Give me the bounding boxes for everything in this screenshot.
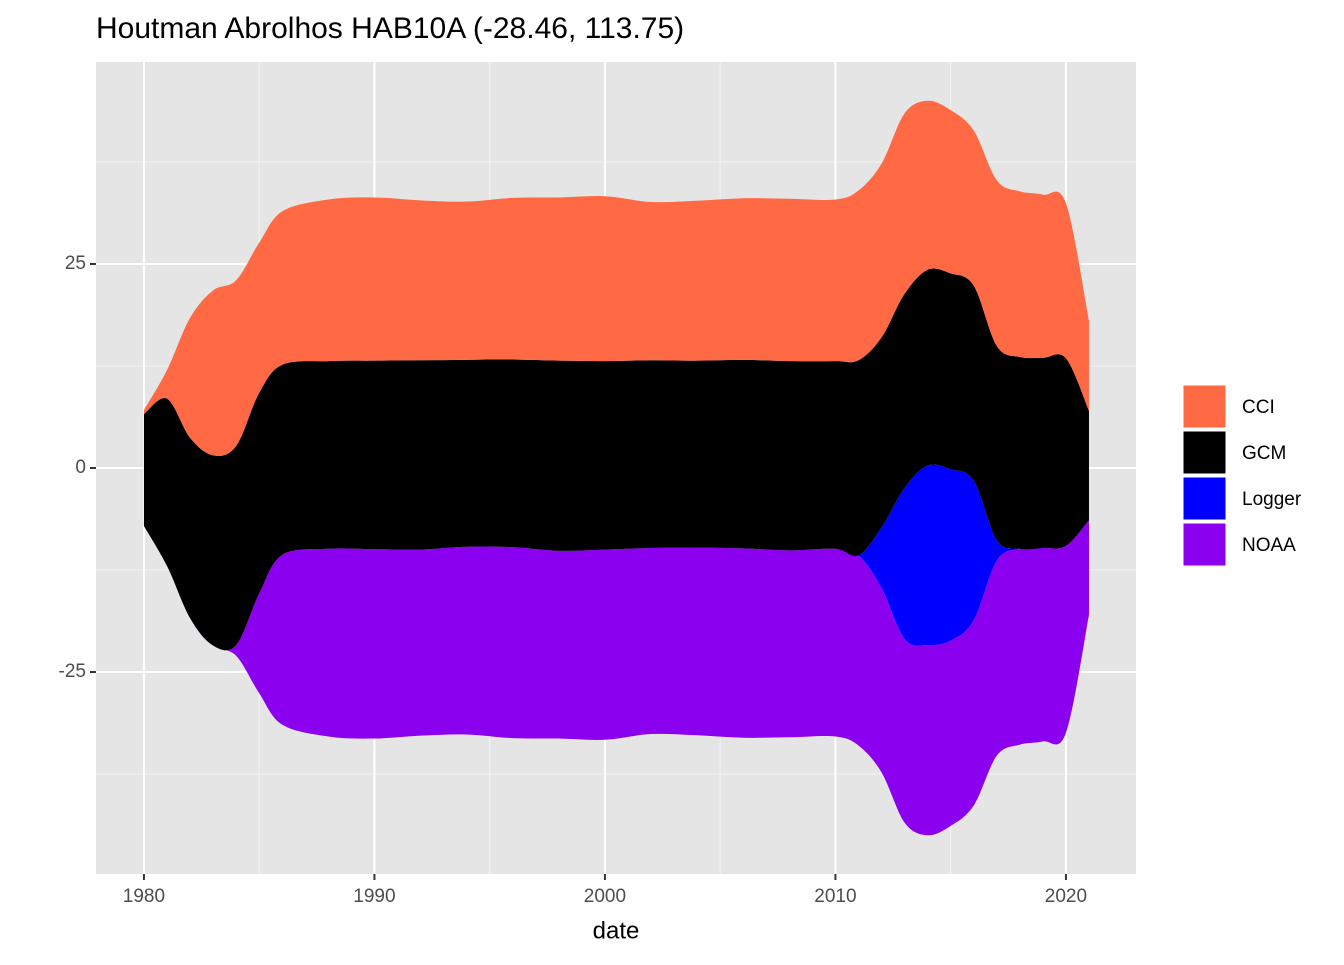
legend-label: GCM <box>1242 443 1286 464</box>
stream-area <box>143 520 1089 836</box>
legend-key <box>1182 522 1227 567</box>
legend-key <box>1182 384 1227 429</box>
x-tick-label: 1990 <box>353 886 395 907</box>
x-tick-label: 2000 <box>584 886 626 907</box>
chart-title: Houtman Abrolhos HAB10A (-28.46, 113.75) <box>96 12 684 45</box>
y-tick-label: -25 <box>59 661 86 682</box>
y-tick-label: 25 <box>65 253 86 274</box>
x-axis-label: date <box>593 917 640 944</box>
x-tick-label: 2020 <box>1045 886 1087 907</box>
legend-label: CCI <box>1242 397 1275 418</box>
legend-label: Logger <box>1242 489 1302 510</box>
stream-area <box>143 100 1089 456</box>
legend-label: NOAA <box>1242 535 1296 556</box>
legend-key <box>1182 430 1227 475</box>
legend-key <box>1182 476 1227 521</box>
x-tick-label: 2010 <box>814 886 856 907</box>
stream-area <box>143 268 1089 651</box>
x-tick-label: 1980 <box>123 886 165 907</box>
stream-area <box>143 464 1089 651</box>
y-tick-label: 0 <box>75 457 86 478</box>
